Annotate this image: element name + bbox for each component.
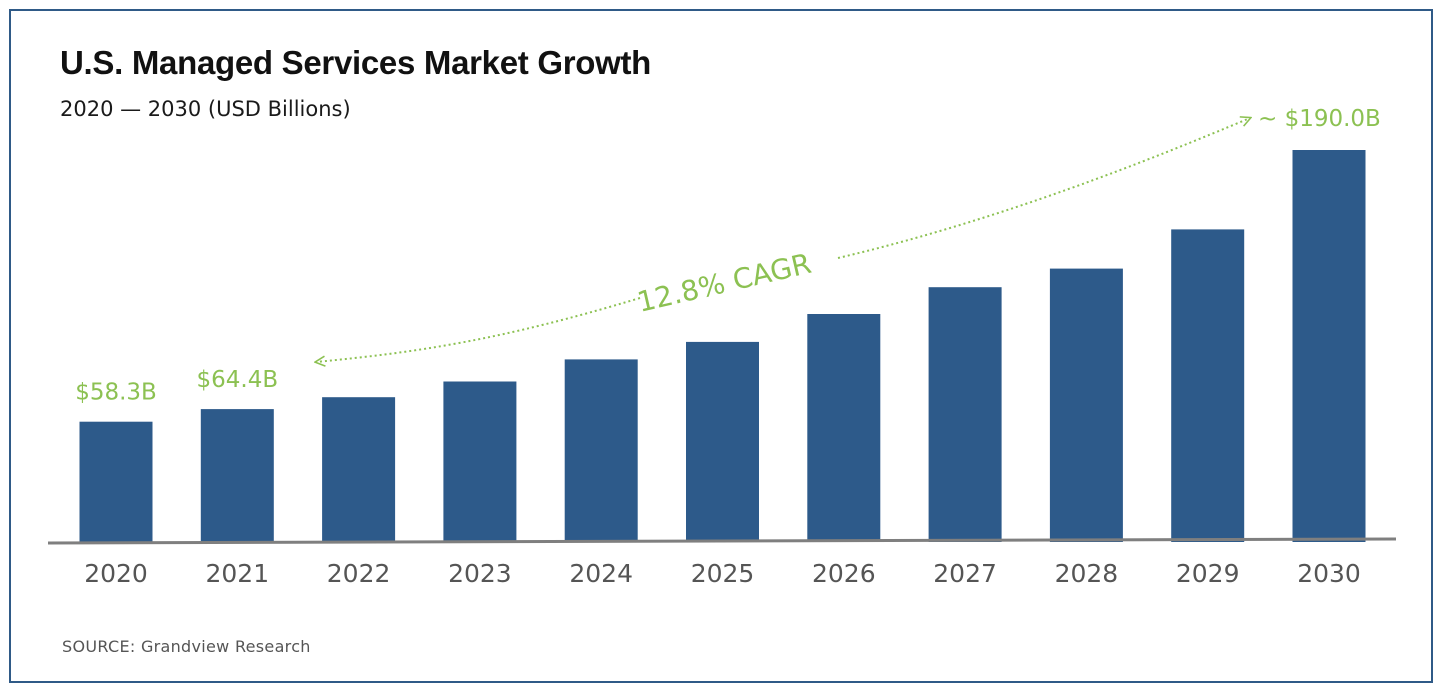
bar-2028 [1049,268,1123,542]
x-axis-line [47,537,1397,545]
x-tick-label-2030: 2030 [1297,559,1361,588]
source-note: SOURCE: Grandview Research [62,637,311,656]
x-tick-label-2020: 2020 [84,559,148,588]
bar-2023 [443,381,517,542]
cagr-arrow [316,297,641,362]
cagr-arrow-upper [837,118,1250,259]
bar-2027 [928,287,1002,542]
x-tick-label-2025: 2025 [691,559,755,588]
data-label-2021: $64.4B [196,367,278,393]
bars-layer [79,150,1366,542]
x-tick-label-2026: 2026 [812,559,876,588]
bar-2026 [807,314,881,542]
x-tick-label-2028: 2028 [1055,559,1119,588]
x-tick-label-2029: 2029 [1176,559,1240,588]
chart-title: U.S. Managed Services Market Growth [60,44,652,81]
x-tick-label-2024: 2024 [569,559,633,588]
end-value-label: ~ $190.0B [1258,106,1381,132]
data-label-2020: $58.3B [75,380,157,406]
x-tick-label-2022: 2022 [327,559,391,588]
bar-2029 [1171,229,1245,542]
bar-2030 [1292,150,1366,542]
x-tick-label-2021: 2021 [205,559,269,588]
x-tick-label-2027: 2027 [933,559,997,588]
x-tick-labels: 2020 2021 2022 2023 2024 2025 2026 2027 2028 2029… [84,559,1361,588]
chart-subtitle: 2020 — 2030 (USD Billions) [60,97,351,121]
data-labels: $58.3B $64.4B [75,367,278,406]
bar-2021 [200,409,274,542]
bar-2025 [686,341,759,542]
bar-2024 [564,359,638,542]
cagr-label: 12.8% CAGR [634,247,814,319]
x-tick-label-2023: 2023 [448,559,512,588]
bar-2020 [79,421,153,542]
bar-2022 [322,397,396,542]
